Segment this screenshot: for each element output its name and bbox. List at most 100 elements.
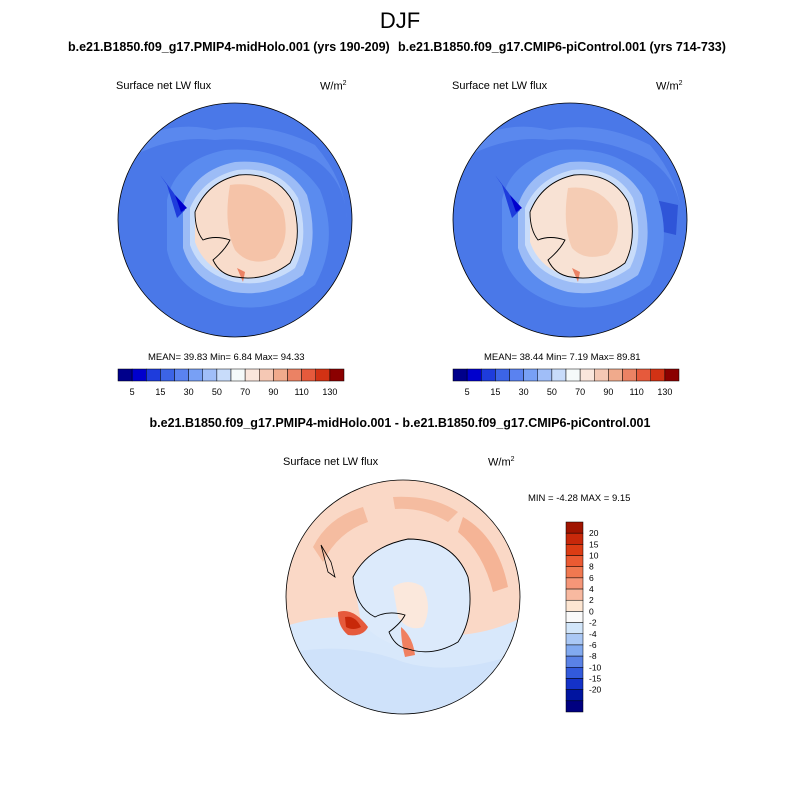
colorbar-tick-label: 130: [322, 387, 337, 397]
diff-polar-map: [285, 479, 521, 715]
right-units-label: W/m2: [656, 80, 683, 93]
right-stats: MEAN= 38.44 Min= 7.19 Max= 89.81: [484, 352, 641, 363]
colorbar-swatch: [509, 368, 524, 382]
colorbar-tick-label: -15: [589, 673, 602, 683]
colorbar-swatch: [188, 368, 203, 382]
colorbar-swatch: [146, 368, 161, 382]
coastline: [352, 538, 471, 653]
colorbar-tick-label: -20: [589, 685, 602, 695]
colorbar-swatch: [664, 368, 680, 382]
colorbar-tick-label: -8: [589, 651, 597, 661]
colorbar-tick-label: 110: [629, 387, 643, 397]
colorbar-swatch: [244, 368, 260, 382]
colorbar-swatch: [202, 368, 218, 382]
colorbar-tick-label: -2: [589, 618, 597, 628]
colorbar-swatch: [565, 644, 584, 657]
colorbar-tick-label: -6: [589, 640, 597, 650]
colorbar-tick-label: -10: [589, 662, 602, 672]
colorbar-tick-label: 5: [130, 387, 135, 397]
colorbar-tick-label: 30: [519, 387, 529, 397]
left-polar-map: [117, 102, 353, 338]
colorbar-tick-label: 70: [240, 387, 250, 397]
colorbar-tick-label: 50: [212, 387, 222, 397]
colorbar-swatch: [273, 368, 288, 382]
left-stats: MEAN= 39.83 Min= 6.84 Max= 94.33: [148, 352, 305, 363]
colorbar-swatch: [329, 368, 345, 382]
colorbar-swatch: [565, 566, 584, 579]
colorbar-tick-label: 0: [589, 606, 594, 616]
left-panel-title: b.e21.B1850.f09_g17.PMIP4-midHolo.001 (y…: [68, 40, 390, 54]
colorbar-swatch: [565, 655, 584, 668]
colorbar-tick-label: 20: [589, 528, 599, 538]
colorbar-swatch: [481, 368, 496, 382]
colorbar-tick-label: 130: [657, 387, 672, 397]
colorbar-swatch: [565, 544, 584, 556]
colorbar-swatch: [315, 368, 331, 382]
colorbar-swatch: [495, 368, 510, 382]
diff-variable-label: Surface net LW flux: [283, 456, 379, 468]
right-panel-title: b.e21.B1850.f09_g17.CMIP6-piControl.001 …: [398, 40, 726, 54]
colorbar-swatch: [131, 368, 147, 382]
colorbar-swatch: [565, 689, 584, 702]
colorbar-swatch: [622, 368, 637, 382]
colorbar-tick-label: 4: [589, 584, 594, 594]
colorbar-swatch: [466, 368, 482, 382]
colorbar-swatch: [565, 555, 584, 567]
colorbar-swatch: [565, 700, 584, 713]
colorbar-swatch: [594, 368, 609, 382]
colorbar-swatch: [174, 368, 189, 382]
coastline: [194, 174, 298, 279]
colorbar-tick-label: 2: [589, 595, 594, 605]
diff-units-label: W/m2: [488, 456, 515, 469]
colorbar-swatch: [216, 368, 232, 382]
colorbar-swatch: [565, 532, 584, 545]
diff-stats: MIN = -4.28 MAX = 9.15: [528, 493, 631, 504]
colorbar-swatch: [230, 368, 246, 382]
diff-panel-title: b.e21.B1850.f09_g17.PMIP4-midHolo.001 - …: [149, 416, 651, 430]
colorbar-swatch: [565, 588, 584, 601]
coastline: [529, 174, 633, 279]
colorbar-tick-label: 30: [184, 387, 194, 397]
colorbar-swatch: [259, 368, 274, 382]
colorbar-tick-label: 5: [465, 387, 470, 397]
colorbar-swatch: [565, 368, 581, 382]
colorbar-tick-label: 70: [575, 387, 585, 397]
colorbar-swatch: [565, 577, 584, 590]
colorbar-tick-label: 15: [589, 539, 599, 549]
colorbar-tick-label: 15: [490, 387, 500, 397]
colorbar-swatch: [537, 368, 553, 382]
colorbar-swatch: [565, 611, 584, 623]
colorbar-swatch: [650, 368, 666, 382]
colorbar-swatch: [579, 368, 595, 382]
colorbar-swatch: [565, 622, 584, 635]
colorbar-swatch: [608, 368, 623, 382]
colorbar-tick-label: 10: [589, 551, 599, 561]
colorbar-swatch: [565, 521, 584, 534]
colorbar-tick-label: 90: [268, 387, 278, 397]
colorbar-tick-label: 6: [589, 573, 594, 583]
colorbar-tick-label: 90: [603, 387, 613, 397]
colorbar-swatch: [565, 633, 584, 646]
colorbar-swatch: [551, 368, 567, 382]
colorbar-tick-label: 110: [294, 387, 308, 397]
colorbar-swatch: [523, 368, 538, 382]
colorbar-swatch: [636, 368, 651, 382]
left-variable-label: Surface net LW flux: [116, 80, 212, 92]
colorbar-swatch: [452, 368, 468, 382]
colorbar-swatch: [565, 599, 584, 612]
right-polar-map: [452, 102, 688, 338]
colorbar-swatch: [565, 667, 584, 679]
left-colorbar: 5 15 30 50 70 90 110 130: [117, 368, 345, 397]
colorbar-tick-label: 50: [547, 387, 557, 397]
colorbar-swatch: [287, 368, 302, 382]
right-variable-label: Surface net LW flux: [452, 80, 548, 92]
colorbar-swatch: [117, 368, 133, 382]
colorbar-swatch: [565, 678, 584, 690]
page-title: DJF: [379, 8, 421, 33]
colorbar-swatch: [301, 368, 316, 382]
colorbar-tick-label: 15: [155, 387, 165, 397]
right-colorbar: 5 15 30 50 70 90 110 130: [452, 368, 680, 397]
colorbar-tick-label: -4: [589, 629, 597, 639]
left-units-label: W/m2: [320, 80, 347, 93]
